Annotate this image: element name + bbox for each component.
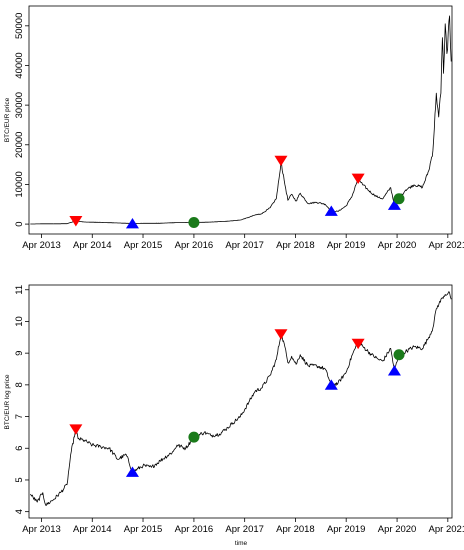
y-tick-label: 7: [14, 414, 25, 419]
y-tick-label: 11: [14, 285, 25, 295]
y-tick-label: 4: [14, 509, 25, 514]
y-tick-label: 20000: [14, 132, 25, 158]
y-tick-label: 5: [14, 477, 25, 482]
x-tick-label: Apr 2014: [73, 524, 112, 535]
middle-marker: [188, 217, 200, 229]
plot-frame: [28, 5, 453, 235]
trough-marker: [387, 365, 401, 376]
y-axis-title: BTC/EUR price: [4, 97, 11, 142]
y-tick-label: 10000: [14, 171, 25, 197]
y-tick-label: 40000: [14, 52, 25, 78]
middle-marker: [188, 431, 200, 443]
x-tick-label: Apr 2017: [225, 240, 264, 251]
x-tick-label: Apr 2021: [429, 240, 464, 251]
markers: [69, 329, 405, 477]
y-tick-label: 8: [14, 382, 25, 387]
y-tick-label: 10: [14, 316, 25, 327]
peak-marker: [351, 338, 365, 350]
x-tick-label: Apr 2017: [225, 524, 264, 535]
peak-marker: [274, 155, 288, 167]
series-line: [30, 15, 452, 225]
x-tick-label: Apr 2018: [276, 240, 315, 251]
x-axis-title: time: [235, 540, 248, 547]
x-axis: Apr 2013 Apr 2014 Apr 2015 Apr 2016 Apr 2017…: [22, 518, 464, 535]
y-axis: 4 5 6 7 8 9 10 11: [14, 285, 29, 514]
x-tick-label: Apr 2020: [378, 240, 417, 251]
middle-marker: [393, 193, 405, 205]
x-axis: Apr 2013 Apr 2014 Apr 2015 Apr 2016 Apr 2017…: [22, 234, 464, 251]
y-tick-label: 9: [14, 351, 25, 356]
trough-marker: [387, 199, 401, 210]
x-tick-label: Apr 2015: [124, 524, 163, 535]
trough-marker: [125, 466, 139, 477]
y-tick-label: 0: [14, 221, 25, 226]
x-tick-label: Apr 2014: [73, 240, 112, 251]
x-tick-label: Apr 2018: [276, 524, 315, 535]
y-tick-label: 6: [14, 446, 25, 451]
x-tick-label: Apr 2021: [429, 524, 464, 535]
x-tick-label: Apr 2013: [22, 240, 61, 251]
peak-marker: [69, 216, 83, 227]
y-tick-label: 50000: [14, 13, 25, 39]
peak-marker: [274, 329, 288, 340]
peak-marker: [69, 424, 83, 435]
y-tick-label: 30000: [14, 92, 25, 118]
trough-marker: [324, 379, 338, 390]
x-tick-label: Apr 2013: [22, 524, 61, 535]
trough-marker: [324, 205, 338, 216]
y-axis: 0 10000 20000 30000 40000 50000: [14, 13, 29, 227]
x-tick-label: Apr 2016: [175, 524, 214, 535]
x-tick-label: Apr 2019: [327, 524, 366, 535]
series-line: [30, 291, 452, 506]
x-tick-label: Apr 2020: [378, 524, 417, 535]
x-tick-label: Apr 2019: [327, 240, 366, 251]
middle-marker: [393, 349, 405, 361]
x-tick-label: Apr 2016: [175, 240, 214, 251]
trough-marker: [125, 217, 139, 229]
x-tick-label: Apr 2015: [124, 240, 163, 251]
peak-marker: [351, 173, 365, 185]
y-axis-title: BTC/EUR log price: [4, 374, 11, 429]
markers: [69, 155, 405, 229]
plot-frame: [28, 284, 453, 519]
